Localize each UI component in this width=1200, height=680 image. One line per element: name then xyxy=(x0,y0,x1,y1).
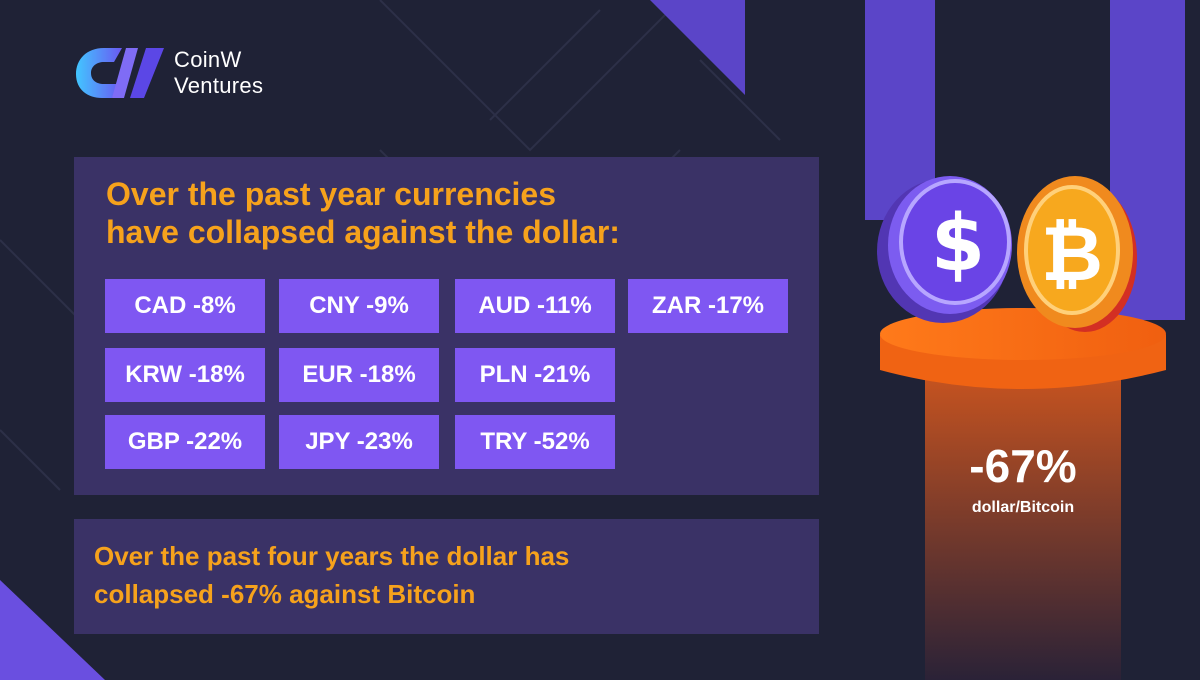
headline-line2: have collapsed against the dollar: xyxy=(106,214,620,250)
currency-chip-cad: CAD -8% xyxy=(105,279,265,333)
brand-name-line1: CoinW xyxy=(174,47,242,72)
brand-logo: CoinW Ventures xyxy=(74,44,263,102)
currency-chip-eur: EUR -18% xyxy=(279,348,439,402)
currency-chip-aud: AUD -11% xyxy=(455,279,615,333)
dollar-coin-icon: $ xyxy=(877,176,1012,323)
purple-band-left xyxy=(865,0,935,220)
pedestal-pillar xyxy=(925,370,1121,680)
currency-chip-cny: CNY -9% xyxy=(279,279,439,333)
dollar-bitcoin-change-value: -67% xyxy=(969,440,1077,492)
dollar-bitcoin-label: dollar/Bitcoin xyxy=(971,499,1075,516)
bitcoin-summary-text: Over the past four years the dollar has … xyxy=(94,537,569,613)
currency-chip-zar: ZAR -17% xyxy=(628,279,788,333)
purple-corner-shape xyxy=(0,580,105,680)
purple-triangle-shape xyxy=(650,0,745,95)
currency-chip-pln: PLN -21% xyxy=(455,348,615,402)
summary-line1: Over the past four years the dollar has xyxy=(94,541,570,571)
brand-name-line2: Ventures xyxy=(174,73,264,98)
currency-chip-gbp: GBP -22% xyxy=(105,415,265,469)
summary-line2: collapsed -67% against Bitcoin xyxy=(94,579,476,609)
panel-headline: Over the past year currencies have colla… xyxy=(106,175,746,251)
coinw-logo-icon xyxy=(76,48,164,98)
bitcoin-coin-icon: ₿ xyxy=(1017,176,1137,332)
currency-chip-try: TRY -52% xyxy=(455,415,615,469)
currency-panel: Over the past year currencies have colla… xyxy=(74,157,819,495)
svg-text:$: $ xyxy=(931,199,985,289)
currency-chip-jpy: JPY -23% xyxy=(279,415,439,469)
bitcoin-summary-panel: Over the past four years the dollar has … xyxy=(74,519,819,634)
svg-text:₿: ₿ xyxy=(1041,209,1103,298)
headline-line1: Over the past year currencies xyxy=(106,176,557,212)
currency-chip-krw: KRW -18% xyxy=(105,348,265,402)
